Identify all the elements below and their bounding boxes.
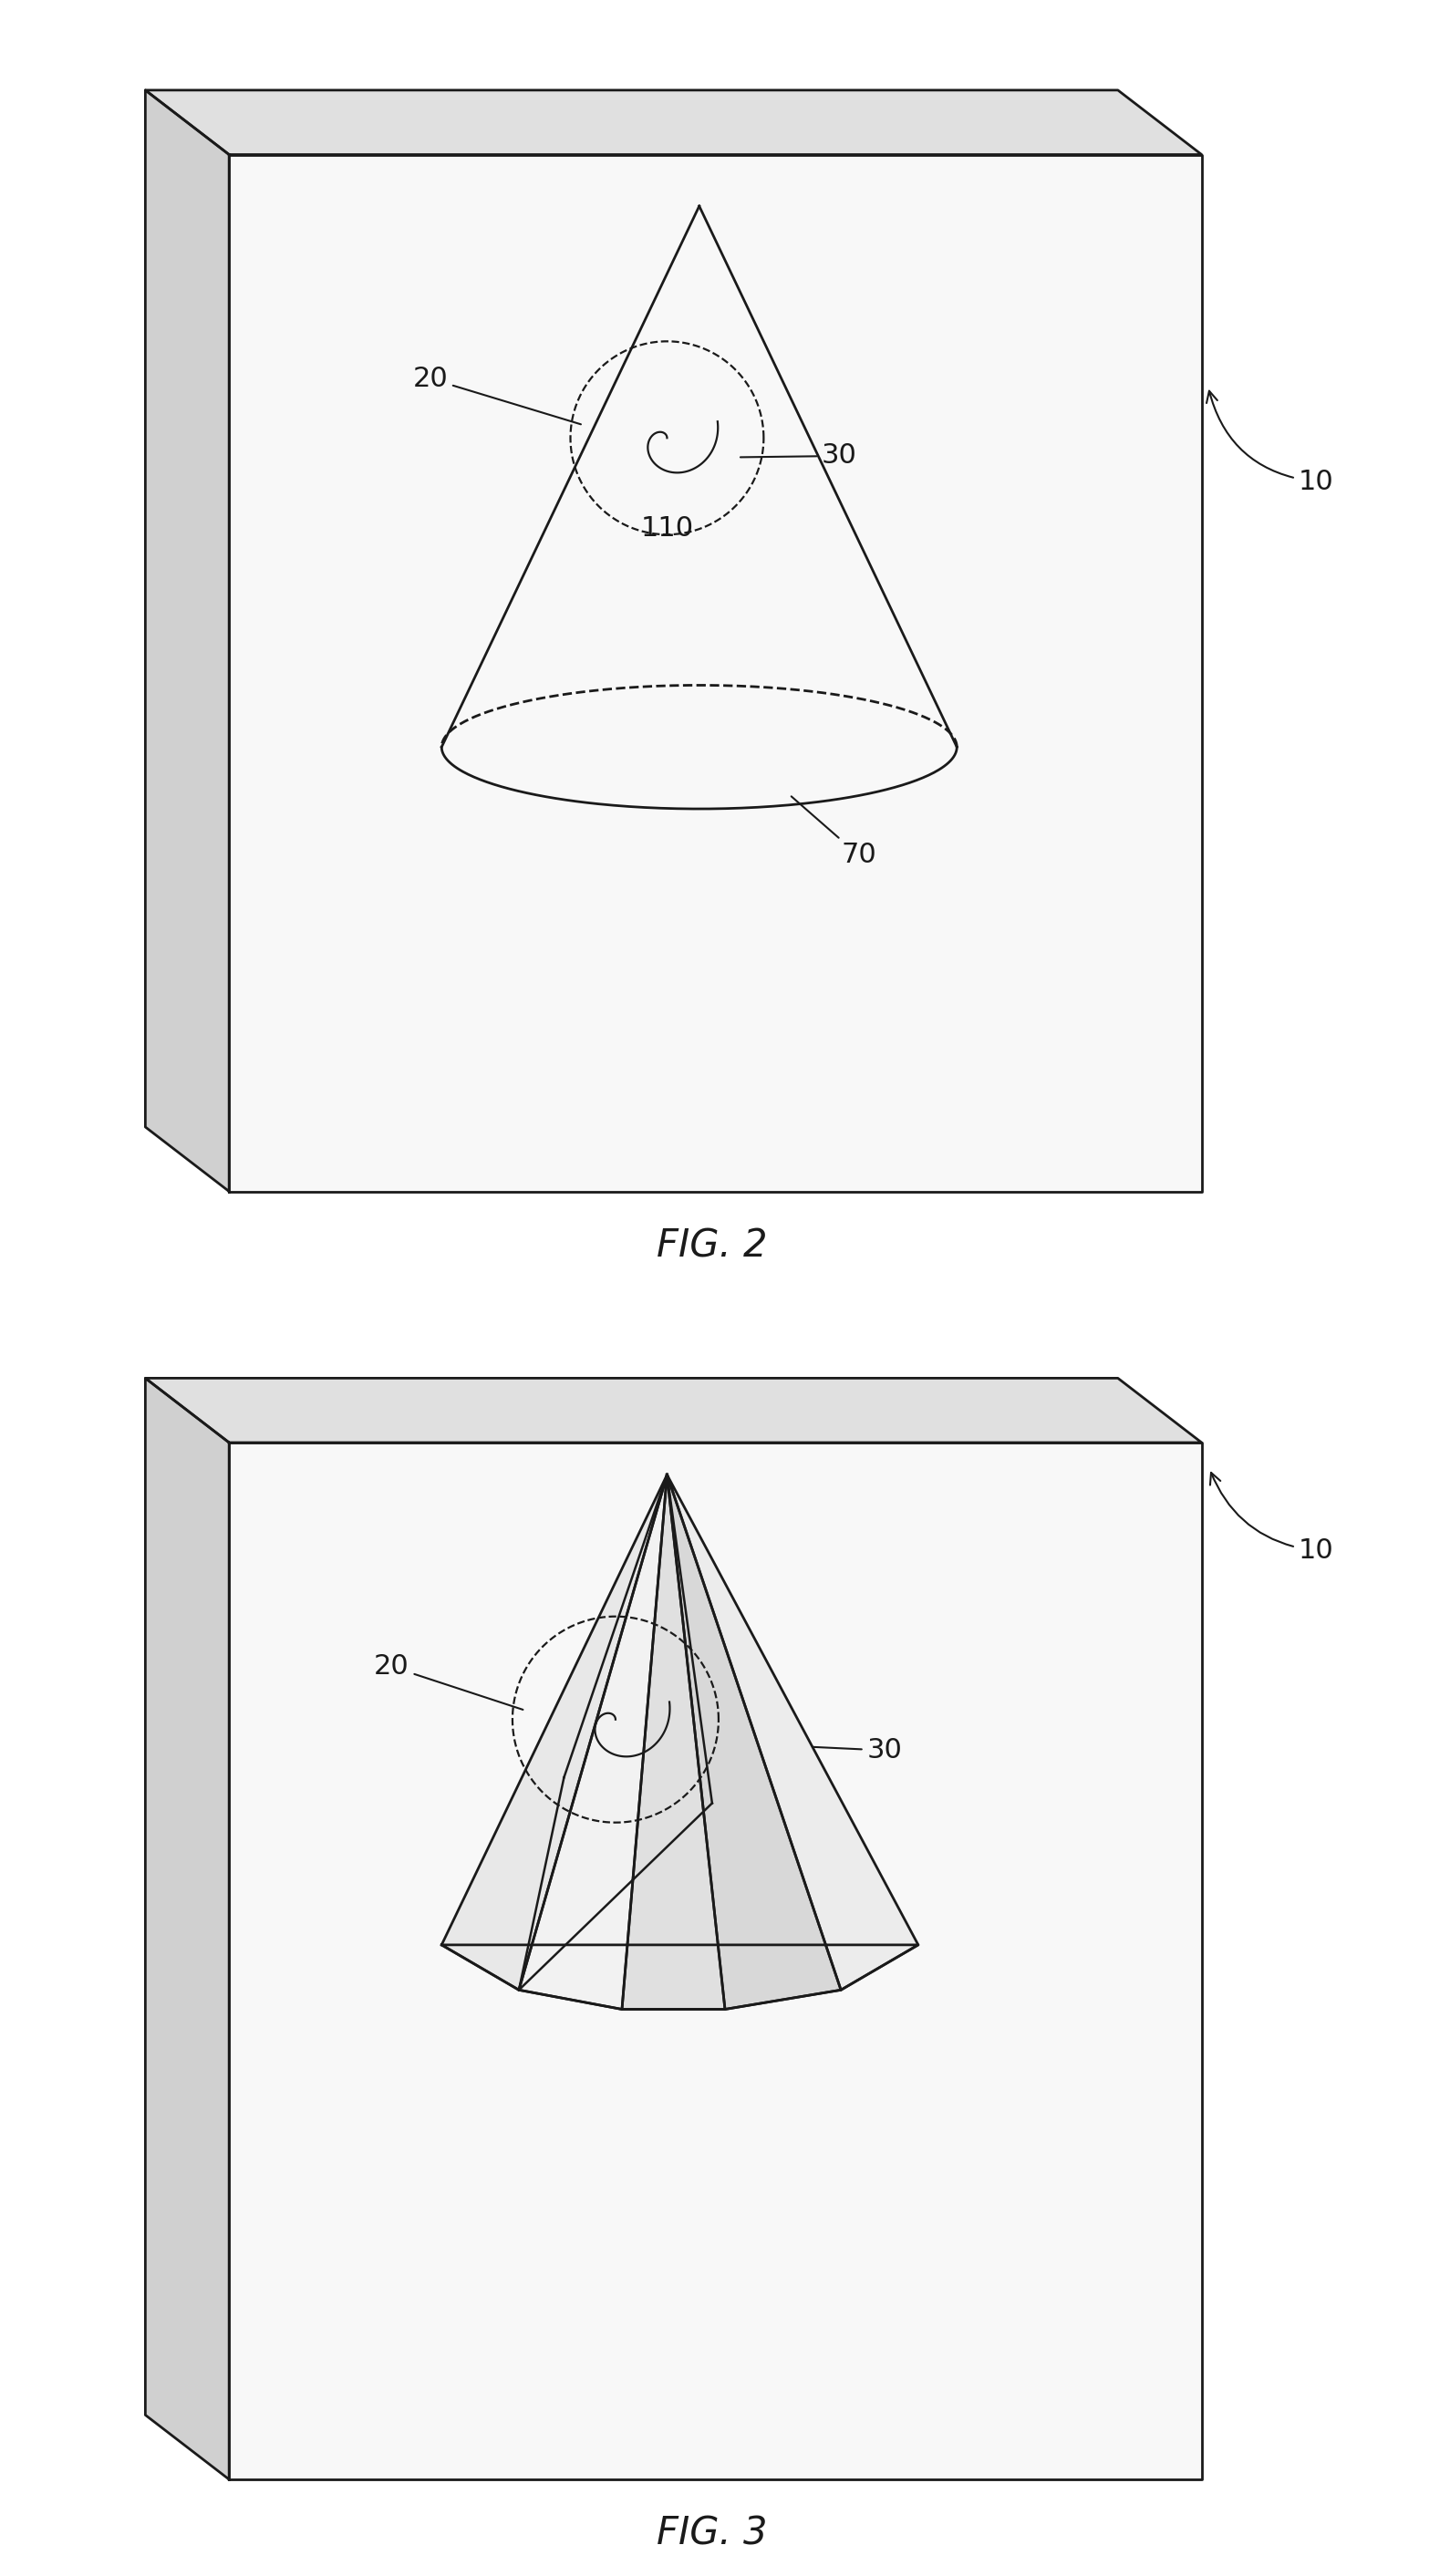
Text: 70: 70 [792, 796, 876, 868]
Text: 10: 10 [1206, 392, 1334, 495]
Polygon shape [519, 1473, 667, 2009]
Polygon shape [229, 1443, 1202, 2478]
Text: FIG. 3: FIG. 3 [657, 2514, 767, 2553]
Polygon shape [622, 1473, 725, 2009]
Polygon shape [145, 90, 1202, 155]
Text: 10: 10 [1211, 1473, 1334, 1564]
Text: 20: 20 [413, 366, 581, 425]
Polygon shape [667, 1473, 918, 1989]
Text: 110: 110 [641, 515, 693, 541]
Polygon shape [145, 1378, 1202, 1443]
Text: 30: 30 [779, 1736, 902, 1765]
Polygon shape [145, 1378, 229, 2478]
Text: 20: 20 [374, 1654, 523, 1710]
Polygon shape [229, 155, 1202, 1190]
Text: 30: 30 [741, 443, 857, 469]
Text: FIG. 2: FIG. 2 [657, 1226, 767, 1265]
Polygon shape [442, 1473, 667, 1989]
Polygon shape [145, 90, 229, 1190]
Polygon shape [667, 1473, 841, 2009]
